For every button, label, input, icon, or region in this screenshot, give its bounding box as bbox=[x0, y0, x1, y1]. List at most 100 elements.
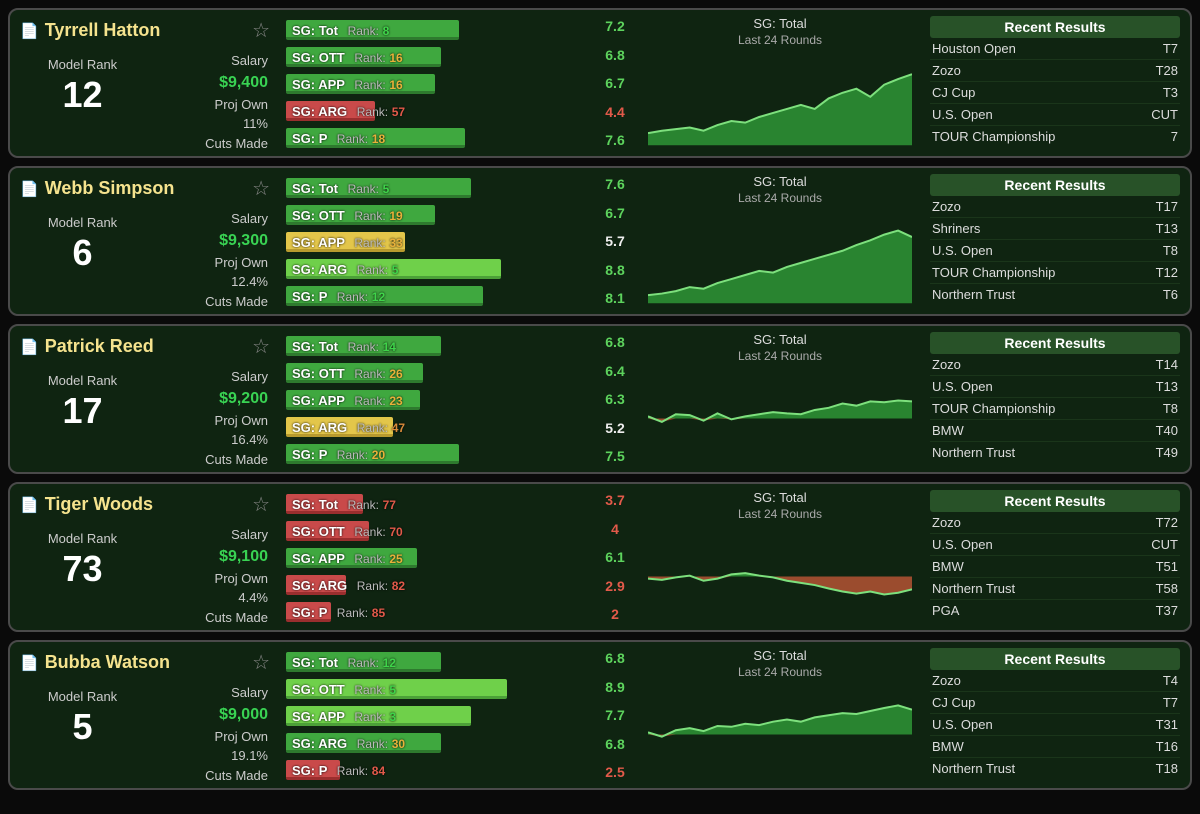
notes-icon[interactable]: 📄 bbox=[20, 338, 39, 356]
result-placement: T16 bbox=[1156, 739, 1178, 754]
favorite-star-icon[interactable]: ☆ bbox=[252, 18, 270, 43]
sg-row-arg: SG: ARG Rank: 47 bbox=[286, 415, 584, 439]
result-event: U.S. Open bbox=[932, 717, 993, 732]
sg-trend-chart bbox=[648, 55, 912, 155]
sg-value-p: 2.5 bbox=[594, 764, 636, 780]
notes-icon[interactable]: 📄 bbox=[20, 496, 39, 514]
sg-value-arg: 8.8 bbox=[594, 262, 636, 278]
result-row: Zozo T4 bbox=[930, 670, 1180, 692]
sg-bars-column: SG: Tot Rank: 14 SG: OTT Rank: 26 SG: AP… bbox=[280, 326, 590, 472]
sg-value-ott: 6.8 bbox=[594, 47, 636, 63]
chart-title: SG: Total bbox=[648, 174, 912, 189]
player-name[interactable]: Bubba Watson bbox=[45, 652, 170, 673]
recent-results-column: Recent Results Zozo T14 U.S. Open T13 TO… bbox=[920, 326, 1190, 472]
result-row: Zozo T72 bbox=[930, 512, 1180, 534]
salary-value: $9,300 bbox=[145, 229, 268, 253]
sg-value-tot: 3.7 bbox=[594, 492, 636, 508]
info-column: 📄 Tyrrell Hatton ☆ Model Rank 12 Salary … bbox=[10, 10, 280, 156]
sg-chart-column: SG: Total Last 24 Rounds bbox=[640, 326, 920, 472]
notes-icon[interactable]: 📄 bbox=[20, 654, 39, 672]
result-row: CJ Cup T3 bbox=[930, 82, 1180, 104]
recent-results-header: Recent Results bbox=[930, 16, 1180, 38]
favorite-star-icon[interactable]: ☆ bbox=[252, 176, 270, 201]
result-row: Northern Trust T58 bbox=[930, 578, 1180, 600]
player-name[interactable]: Tiger Woods bbox=[45, 494, 153, 515]
result-event: Northern Trust bbox=[932, 761, 1015, 776]
sg-row-p: SG: P Rank: 12 bbox=[286, 284, 584, 308]
sg-row-tot: SG: Tot Rank: 5 bbox=[286, 176, 584, 200]
model-rank-label: Model Rank bbox=[20, 689, 145, 704]
proj-own-label: Proj Own bbox=[145, 569, 268, 589]
result-placement: T8 bbox=[1163, 243, 1178, 258]
result-placement: T18 bbox=[1156, 761, 1178, 776]
player-card: 📄 Tyrrell Hatton ☆ Model Rank 12 Salary … bbox=[8, 8, 1192, 158]
sg-values-column: 7.26.86.74.47.6 bbox=[590, 10, 640, 156]
result-row: BMW T51 bbox=[930, 556, 1180, 578]
cuts-made-value: 8 / 9 bbox=[145, 627, 268, 632]
sg-value-arg: 4.4 bbox=[594, 104, 636, 120]
player-name[interactable]: Patrick Reed bbox=[45, 336, 154, 357]
result-row: Zozo T17 bbox=[930, 196, 1180, 218]
result-event: Zozo bbox=[932, 199, 961, 214]
result-event: BMW bbox=[932, 739, 964, 754]
result-row: Northern Trust T49 bbox=[930, 442, 1180, 463]
info-column: 📄 Patrick Reed ☆ Model Rank 17 Salary $9… bbox=[10, 326, 280, 472]
notes-icon[interactable]: 📄 bbox=[20, 180, 39, 198]
salary-value: $9,100 bbox=[145, 545, 268, 569]
sg-row-p: SG: P Rank: 84 bbox=[286, 758, 584, 782]
sg-bars-column: SG: Tot Rank: 12 SG: OTT Rank: 5 SG: APP… bbox=[280, 642, 590, 788]
sg-bars-column: SG: Tot Rank: 77 SG: OTT Rank: 70 SG: AP… bbox=[280, 484, 590, 630]
sg-value-app: 6.1 bbox=[594, 549, 636, 565]
result-event: TOUR Championship bbox=[932, 401, 1055, 416]
sg-row-app: SG: APP Rank: 3 bbox=[286, 704, 584, 728]
recent-results-column: Recent Results Zozo T72 U.S. Open CUT BM… bbox=[920, 484, 1190, 630]
favorite-star-icon[interactable]: ☆ bbox=[252, 492, 270, 517]
sg-value-ott: 4 bbox=[594, 521, 636, 537]
sg-bars-column: SG: Tot Rank: 8 SG: OTT Rank: 16 SG: APP… bbox=[280, 10, 590, 156]
favorite-star-icon[interactable]: ☆ bbox=[252, 334, 270, 359]
cuts-made-value: 15 / 17 bbox=[145, 311, 268, 316]
proj-own-value: 19.1% bbox=[145, 746, 268, 766]
player-name[interactable]: Webb Simpson bbox=[45, 178, 175, 199]
sg-values-column: 3.746.12.92 bbox=[590, 484, 640, 630]
model-rank-value: 17 bbox=[20, 390, 145, 432]
sg-value-p: 7.6 bbox=[594, 132, 636, 148]
result-placement: T3 bbox=[1163, 85, 1178, 100]
result-placement: T49 bbox=[1156, 445, 1178, 460]
proj-own-label: Proj Own bbox=[145, 95, 268, 115]
sg-row-p: SG: P Rank: 85 bbox=[286, 600, 584, 624]
result-placement: T13 bbox=[1156, 379, 1178, 394]
sg-value-ott: 8.9 bbox=[594, 679, 636, 695]
notes-icon[interactable]: 📄 bbox=[20, 22, 39, 40]
result-placement: T51 bbox=[1156, 559, 1178, 574]
result-row: U.S. Open CUT bbox=[930, 104, 1180, 126]
player-name[interactable]: Tyrrell Hatton bbox=[45, 20, 161, 41]
info-column: 📄 Webb Simpson ☆ Model Rank 6 Salary $9,… bbox=[10, 168, 280, 314]
chart-subtitle: Last 24 Rounds bbox=[648, 665, 912, 679]
sg-values-column: 6.88.97.76.82.5 bbox=[590, 642, 640, 788]
player-card: 📄 Patrick Reed ☆ Model Rank 17 Salary $9… bbox=[8, 324, 1192, 474]
sg-value-app: 7.7 bbox=[594, 707, 636, 723]
proj-own-label: Proj Own bbox=[145, 727, 268, 747]
cuts-made-label: Cuts Made bbox=[145, 450, 268, 470]
result-placement: T17 bbox=[1156, 199, 1178, 214]
sg-row-tot: SG: Tot Rank: 8 bbox=[286, 18, 584, 42]
favorite-star-icon[interactable]: ☆ bbox=[252, 650, 270, 675]
recent-results-column: Recent Results Houston Open T7 Zozo T28 … bbox=[920, 10, 1190, 156]
sg-bars-column: SG: Tot Rank: 5 SG: OTT Rank: 19 SG: APP… bbox=[280, 168, 590, 314]
salary-value: $9,400 bbox=[145, 71, 268, 95]
result-placement: 7 bbox=[1171, 129, 1178, 144]
sg-value-tot: 6.8 bbox=[594, 650, 636, 666]
proj-own-value: 11% bbox=[145, 114, 268, 134]
model-rank-value: 5 bbox=[20, 706, 145, 748]
sg-value-p: 8.1 bbox=[594, 290, 636, 306]
recent-results-header: Recent Results bbox=[930, 490, 1180, 512]
sg-row-arg: SG: ARG Rank: 82 bbox=[286, 573, 584, 597]
recent-results-header: Recent Results bbox=[930, 332, 1180, 354]
sg-row-arg: SG: ARG Rank: 57 bbox=[286, 99, 584, 123]
sg-value-ott: 6.4 bbox=[594, 363, 636, 379]
sg-trend-chart bbox=[648, 371, 912, 471]
result-event: U.S. Open bbox=[932, 379, 993, 394]
result-event: Northern Trust bbox=[932, 445, 1015, 460]
result-event: Zozo bbox=[932, 63, 961, 78]
